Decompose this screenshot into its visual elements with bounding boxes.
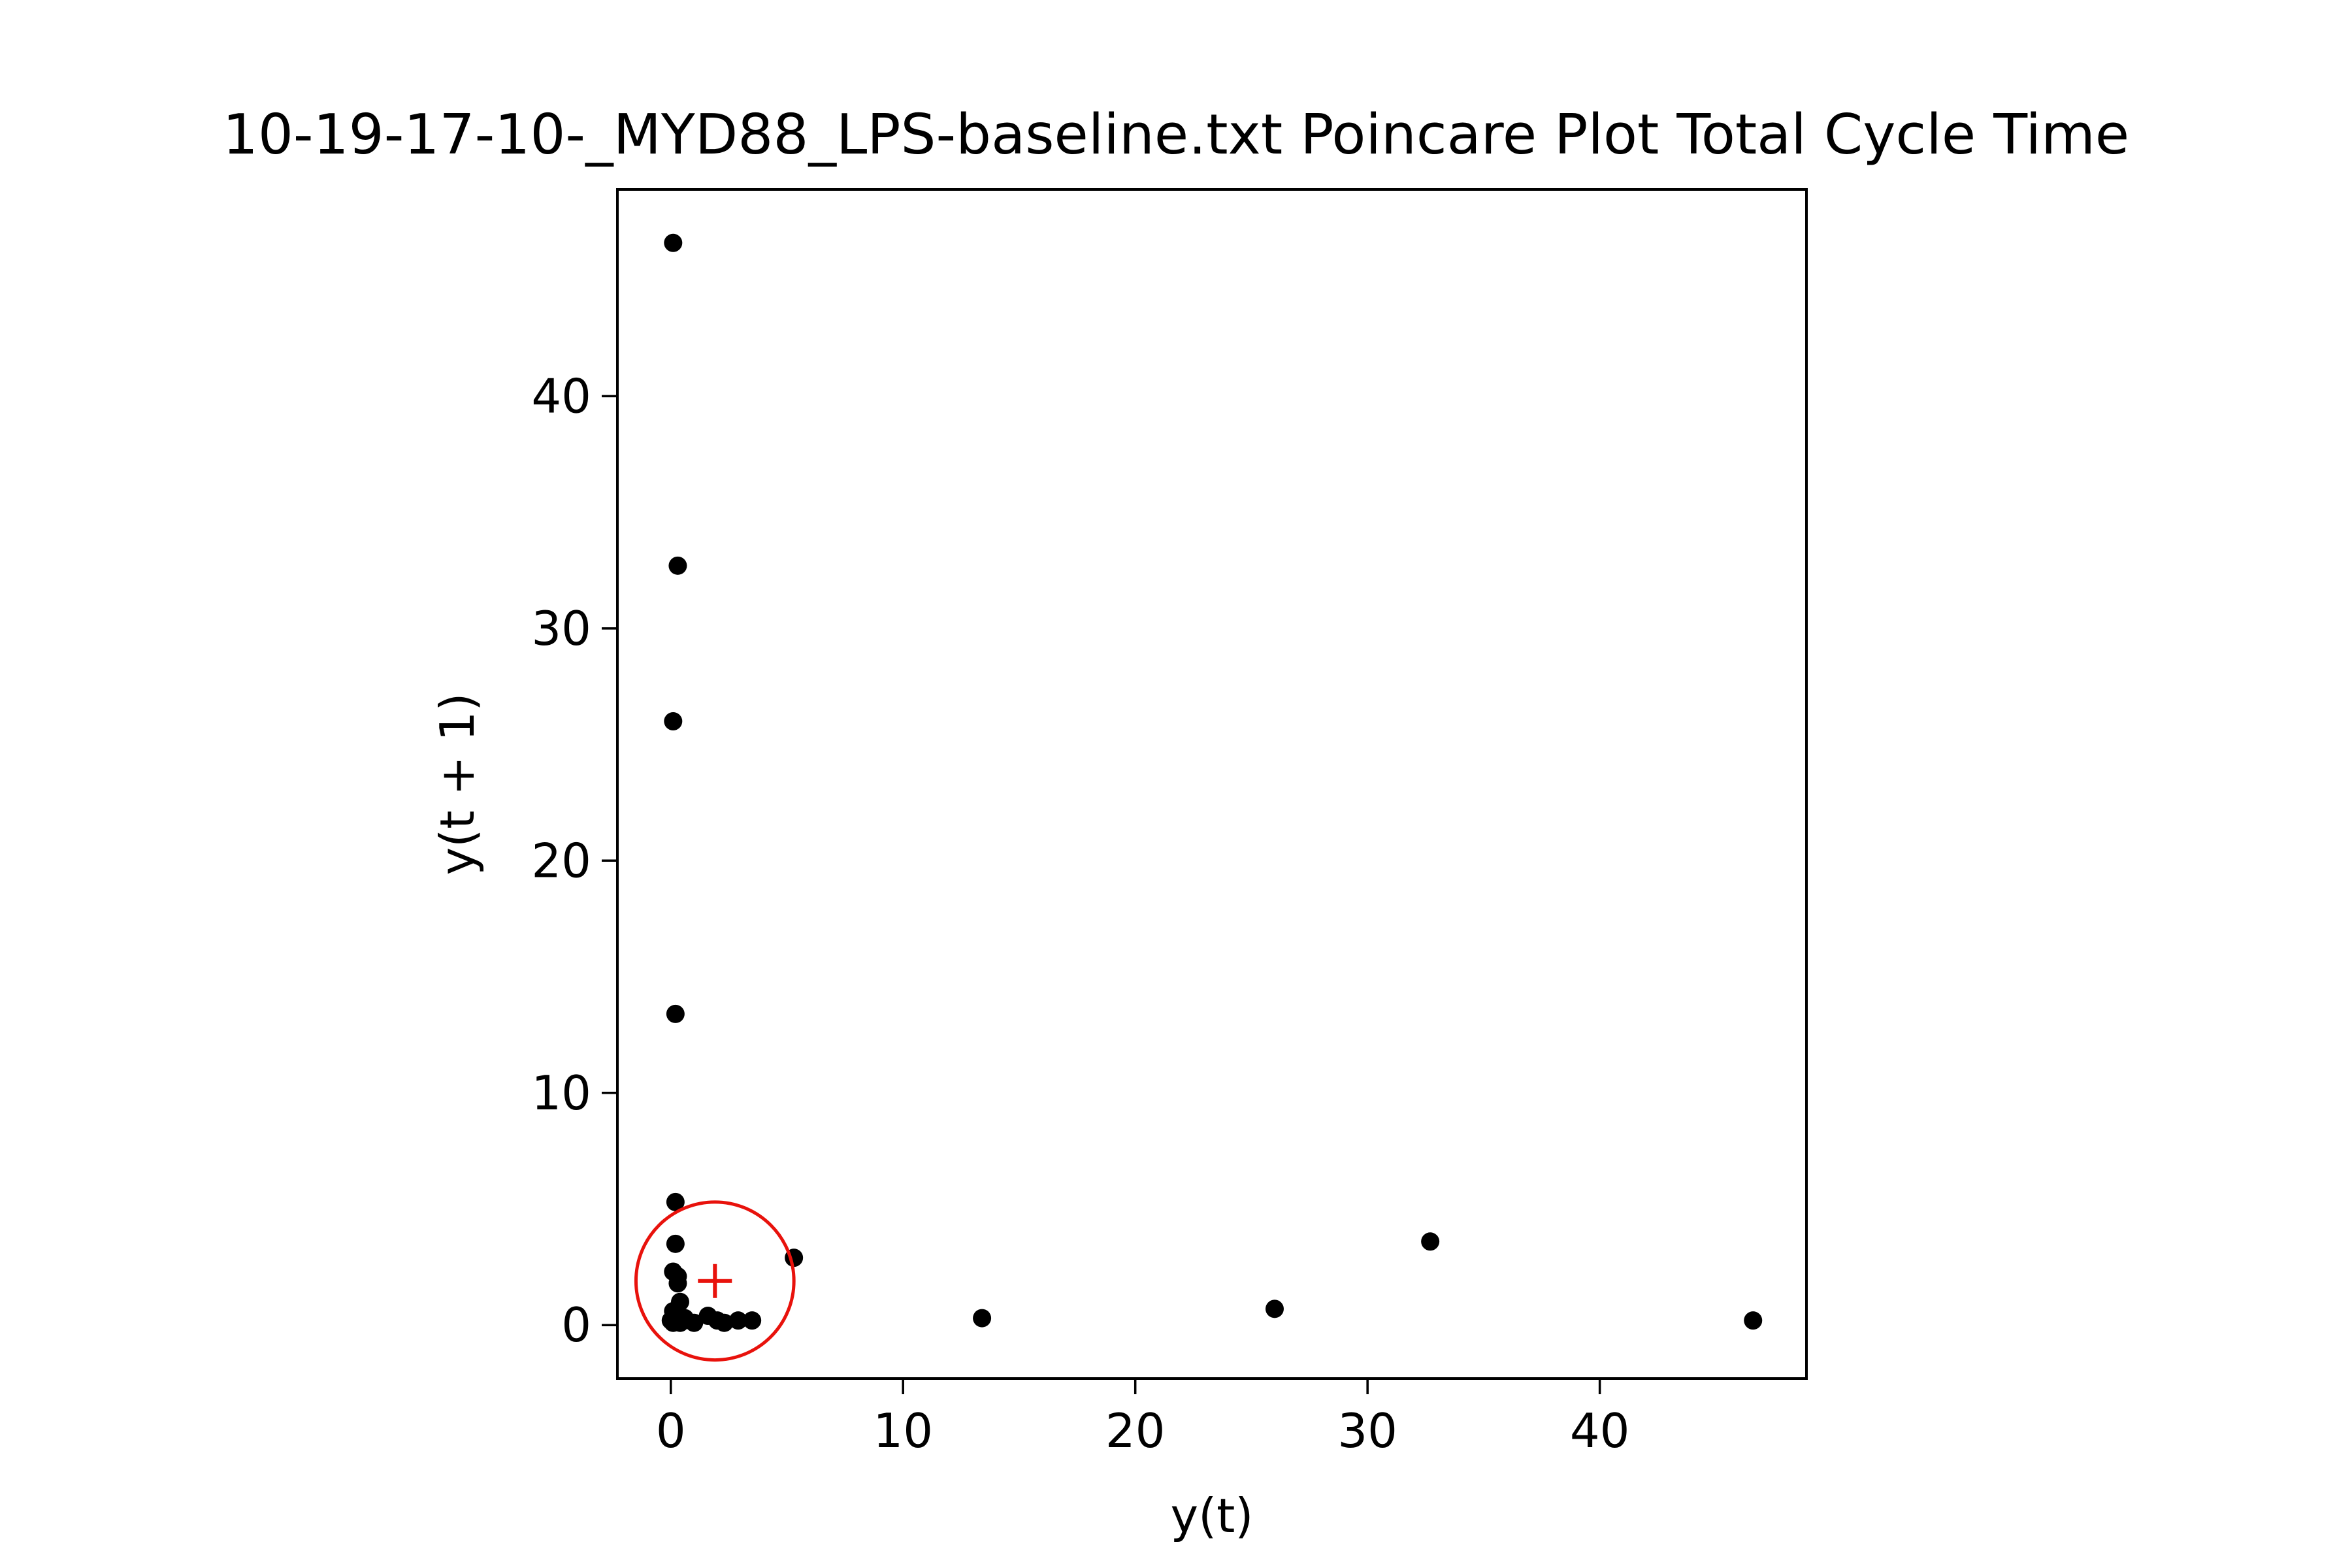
data-point: [666, 1192, 685, 1211]
data-point: [666, 1234, 685, 1253]
sd-circle: [634, 1200, 796, 1362]
y-tick-label: 40: [531, 368, 591, 423]
data-point: [668, 556, 687, 575]
data-point: [1421, 1232, 1440, 1251]
data-point: [973, 1309, 992, 1328]
plot-frame: [616, 188, 1808, 1380]
data-point: [666, 1004, 685, 1023]
x-tick-label: 40: [1570, 1403, 1630, 1458]
data-point: [668, 1274, 687, 1293]
plot-area: [634, 233, 1763, 1362]
data-point: [743, 1311, 762, 1330]
data-point: [664, 712, 683, 731]
y-tick-label: 20: [531, 833, 591, 888]
x-tick-label: 0: [656, 1403, 686, 1458]
x-tick-label: 30: [1337, 1403, 1397, 1458]
data-point: [1744, 1311, 1763, 1330]
data-point: [664, 233, 683, 252]
x-tick-label: 20: [1105, 1403, 1166, 1458]
data-point: [715, 1313, 734, 1332]
data-point: [685, 1313, 704, 1332]
y-axis-label: y(t + 1): [430, 693, 485, 875]
y-tick-label: 0: [561, 1298, 591, 1352]
x-axis-label: y(t): [1170, 1488, 1253, 1543]
data-point: [1265, 1299, 1284, 1318]
x-tick-label: 10: [873, 1403, 933, 1458]
y-tick-label: 10: [531, 1066, 591, 1120]
y-tick-label: 30: [531, 601, 591, 656]
data-point: [728, 1311, 747, 1330]
x-axis: 0 10 20 30 40: [656, 1379, 1630, 1458]
points-layer: [661, 233, 1763, 1332]
y-axis: 0 10 20 30 40: [531, 368, 617, 1352]
overlay-layer: [634, 1200, 796, 1362]
chart-title: 10-19-17-10-_MYD88_LPS-baseline.txt Poin…: [223, 103, 2129, 167]
